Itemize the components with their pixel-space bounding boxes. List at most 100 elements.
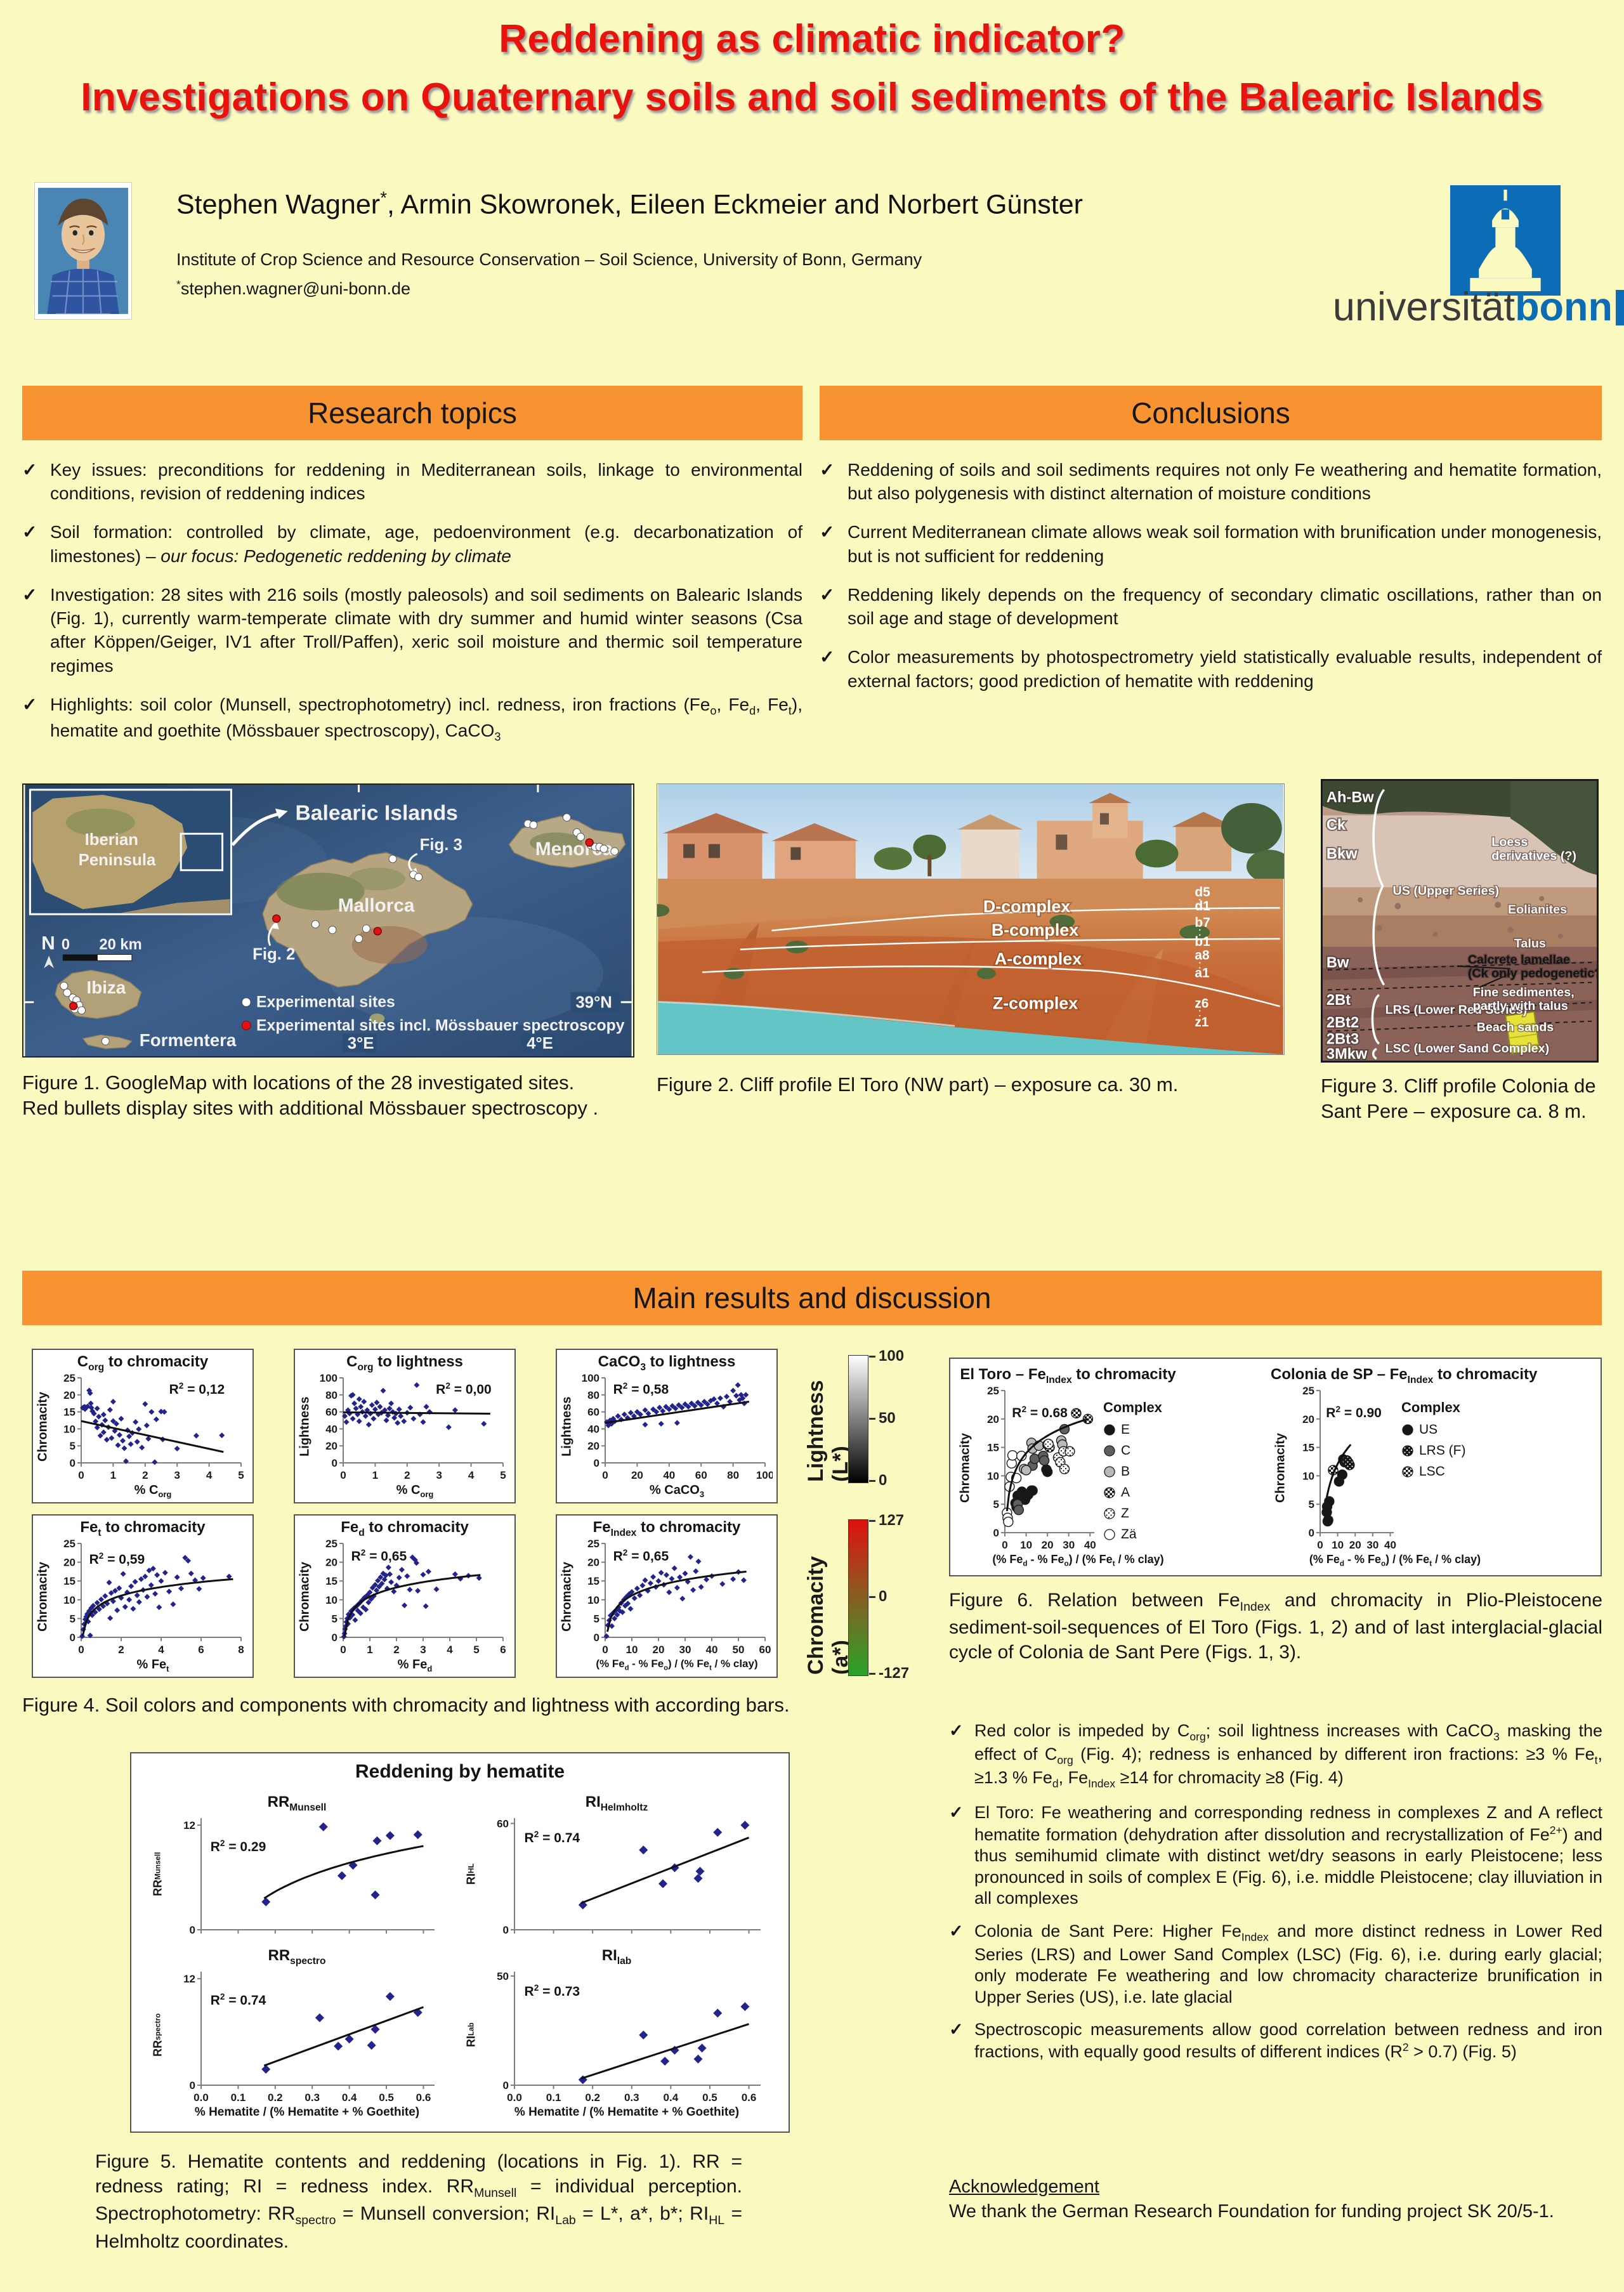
chart-legend: Complex US LRS (F) LSC xyxy=(1401,1383,1495,1553)
x-axis-label: % Hematite / (% Hematite + % Goethite) xyxy=(194,2105,420,2119)
svg-text:40: 40 xyxy=(706,1644,718,1656)
chart-eltoro-feindex: El Toro – FeIndex to chromacity Chromacit… xyxy=(955,1363,1181,1572)
svg-text:Ibiza: Ibiza xyxy=(87,978,126,997)
svg-text:20: 20 xyxy=(587,1557,599,1569)
svg-text:b7: b7 xyxy=(1195,915,1210,930)
svg-text:5: 5 xyxy=(1309,1498,1314,1510)
chart-plot: 0 60 xyxy=(497,1817,761,1936)
svg-text:100: 100 xyxy=(756,1469,773,1481)
svg-text:4: 4 xyxy=(206,1469,213,1481)
svg-text:a8: a8 xyxy=(1195,948,1209,963)
check-icon: ✓ xyxy=(22,460,37,480)
map-label-balearic-islands: Balearic Islands xyxy=(295,801,457,825)
svg-text:10: 10 xyxy=(325,1594,337,1606)
label-z-complex: Z-complex xyxy=(993,993,1078,1012)
svg-text:10: 10 xyxy=(626,1644,638,1656)
r-squared-annotation: R2 = 0,59 xyxy=(89,1550,145,1567)
x-axis-label: % CaCO3 xyxy=(649,1483,705,1499)
svg-text:d1: d1 xyxy=(1195,899,1210,914)
figure1-map: Iberian Peninsula Balearic Islands Menor… xyxy=(22,783,634,1058)
label-d-complex: D-complex xyxy=(983,897,1070,916)
svg-text:(Ck only pedogenetic?): (Ck only pedogenetic?) xyxy=(1468,967,1597,981)
section-header-research-topics: Research topics xyxy=(22,386,802,440)
figure5-panel: Reddening by hematite RRMunsell RR Munsell… xyxy=(130,1752,790,2133)
legend-item: B xyxy=(1103,1464,1178,1479)
svg-text:60: 60 xyxy=(695,1469,707,1481)
svg-text:2Bt3: 2Bt3 xyxy=(1326,1031,1359,1047)
chart-title: El Toro – FeIndex to chromacity xyxy=(960,1366,1176,1385)
map-label-fig2: Fig. 2 xyxy=(252,945,295,963)
y-axis-label: RR spectro xyxy=(151,2013,164,2057)
svg-text:Bw: Bw xyxy=(1326,955,1349,971)
svg-text:0: 0 xyxy=(503,2079,509,2092)
chart-rr-spectro: RRspectro RR spectro 0.0 0.1 0.2 0.3 0.4 0.5 0.6 0… xyxy=(148,1944,446,2125)
check-icon: ✓ xyxy=(949,1803,964,1823)
scale-bar xyxy=(62,954,98,961)
svg-text:Mallorca: Mallorca xyxy=(338,895,415,916)
svg-text:Fine sedimentes,: Fine sedimentes, xyxy=(1473,985,1575,999)
check-icon: ✓ xyxy=(22,694,37,714)
svg-text:Talus: Talus xyxy=(1514,936,1546,950)
poster-title-line2: Investigations on Quaternary soils and s… xyxy=(81,75,1543,119)
svg-text:12: 12 xyxy=(183,1819,195,1831)
svg-text:20: 20 xyxy=(653,1644,665,1656)
svg-text:derivatives (?): derivatives (?) xyxy=(1491,849,1576,863)
svg-text:25: 25 xyxy=(1302,1385,1314,1397)
svg-text:30: 30 xyxy=(1063,1539,1075,1551)
svg-text:0.4: 0.4 xyxy=(342,2092,357,2104)
legend-item: C xyxy=(1103,1443,1178,1458)
svg-text:d5: d5 xyxy=(1195,885,1210,900)
svg-text:1: 1 xyxy=(367,1644,372,1656)
chromacity-colorbar-label: Chromacity (a*) xyxy=(804,1555,853,1675)
affiliation: Institute of Crop Science and Resource C… xyxy=(176,250,922,269)
y-axis-label: Chromacity xyxy=(560,1561,574,1632)
svg-text:0.1: 0.1 xyxy=(546,2092,561,2104)
svg-text:20: 20 xyxy=(325,1557,337,1569)
label-lower-red-series: LRS (Lower Red Series) xyxy=(1385,1003,1528,1017)
svg-text:100: 100 xyxy=(582,1372,599,1384)
svg-text:5: 5 xyxy=(500,1469,506,1481)
svg-text:10: 10 xyxy=(1332,1539,1344,1551)
svg-text:15: 15 xyxy=(987,1442,999,1454)
svg-text:15: 15 xyxy=(325,1575,337,1587)
svg-text:0: 0 xyxy=(602,1644,608,1656)
figure3-caption: Figure 3. Cliff profile Colonia de Sant … xyxy=(1321,1075,1596,1123)
check-icon: ✓ xyxy=(820,522,835,542)
svg-text:20: 20 xyxy=(325,1440,337,1452)
chart-colonia-feindex: Colonia de SP – FeIndex to chromacity Chr… xyxy=(1271,1363,1537,1572)
acknowledgement-title: Acknowledgement xyxy=(949,2177,1099,2197)
chart-title: Corg to chromacity xyxy=(77,1353,209,1373)
svg-text:15: 15 xyxy=(1302,1442,1314,1454)
check-icon: ✓ xyxy=(820,647,835,667)
chart-corg-chromacity: Corg to chromacity Chromacity 0 1 2 3 4 5 0 5 10 15… xyxy=(32,1349,254,1503)
svg-text:1: 1 xyxy=(372,1469,378,1481)
svg-text:5: 5 xyxy=(238,1469,244,1481)
figure2-cliff-photo: D-complex B-complex A-complex Z-complex … xyxy=(657,783,1285,1055)
chart-fed-chromacity: Fed to chromacity Chromacity 0 1 2 3 4 5 6 0 5 10 15… xyxy=(294,1514,516,1678)
svg-text:10: 10 xyxy=(587,1594,599,1606)
svg-text:20: 20 xyxy=(987,1413,999,1425)
svg-text:40: 40 xyxy=(1384,1539,1396,1551)
svg-text:0.6: 0.6 xyxy=(416,2092,431,2104)
legend-item: Z xyxy=(1103,1506,1178,1521)
compass-icon xyxy=(44,955,55,969)
svg-text:8: 8 xyxy=(238,1644,244,1656)
chart-title: CaCO3 to lightness xyxy=(598,1353,736,1373)
list-item: ✓ Key issues: preconditions for reddening… xyxy=(22,458,802,505)
chart-title: RRspectro xyxy=(268,1947,326,1967)
svg-text:2Bt2: 2Bt2 xyxy=(1326,1015,1359,1031)
wordmark-universitat: universität xyxy=(1332,285,1516,329)
svg-text:0.6: 0.6 xyxy=(742,2092,757,2104)
chart-title: Fet to chromacity xyxy=(80,1519,206,1538)
svg-text:0: 0 xyxy=(78,1644,84,1656)
legend-experimental-sites: Experimental sites xyxy=(256,994,395,1011)
label-upper-series: US (Upper Series) xyxy=(1392,884,1499,898)
legend-item: A xyxy=(1103,1485,1178,1500)
legend-item: Zä xyxy=(1103,1527,1178,1542)
legend-dot-experimental xyxy=(241,997,251,1007)
svg-text:50: 50 xyxy=(497,1970,509,1982)
label-b-complex: B-complex xyxy=(992,920,1078,940)
svg-text:Beach sands: Beach sands xyxy=(1477,1021,1554,1035)
list-item: ✓ Colonia de Sant Pere: Higher FeIndex an… xyxy=(949,1921,1602,2008)
